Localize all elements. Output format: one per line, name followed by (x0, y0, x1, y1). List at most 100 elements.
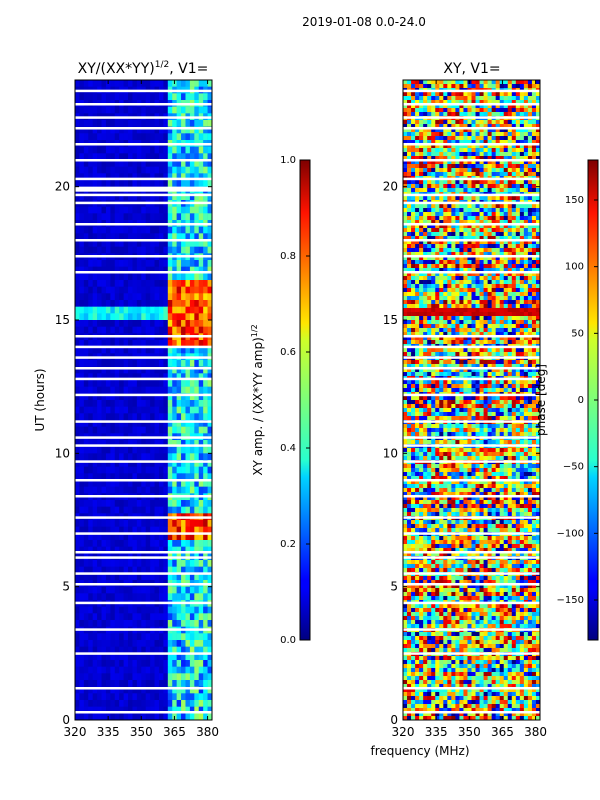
left-heatmap-cell (114, 286, 120, 294)
left-heatmap-cell (154, 453, 160, 461)
left-heatmap-cell (198, 213, 204, 221)
right-heatmap-cell (487, 224, 492, 229)
left-heatmap-cell (176, 486, 182, 494)
right-heatmap-cell (471, 284, 476, 289)
left-heatmap-cell (88, 506, 93, 514)
right-heatmap-cell (507, 272, 513, 277)
right-heatmap-cell (439, 220, 444, 225)
right-heatmap-cell (447, 252, 452, 257)
left-heatmap-cell (132, 280, 138, 287)
right-heatmap-cell (527, 272, 533, 277)
left-heatmap-cell (163, 193, 169, 201)
left-heatmap-cell (163, 500, 169, 507)
left-heatmap-cell (75, 586, 80, 594)
right-heatmap-cell (439, 196, 444, 201)
right-heatmap-cell (495, 180, 501, 185)
left-heatmap-cell (83, 446, 89, 454)
left-heatmap-cell (83, 246, 89, 254)
right-heatmap-cell (507, 264, 513, 269)
right-heatmap-cell (523, 232, 529, 237)
left-heatmap-cell (158, 660, 164, 667)
left-heatmap-cell (194, 266, 200, 274)
right-heatmap-cell (535, 168, 540, 173)
left-heatmap-cell (189, 266, 195, 274)
right-heatmap-cell (407, 148, 412, 153)
right-heatmap-cell (487, 264, 492, 269)
left-heatmap-cell (203, 280, 208, 287)
left-heatmap-cell (167, 680, 173, 687)
right-heatmap-cell (439, 260, 444, 265)
right-heatmap-cell (475, 260, 480, 265)
left-heatmap-cell (75, 653, 80, 661)
left-heatmap-cell (75, 400, 80, 407)
left-heatmap-cell (97, 700, 102, 707)
left-heatmap-cell (136, 280, 142, 287)
right-heatmap-cell (443, 128, 448, 133)
right-heatmap-cell (435, 208, 440, 213)
right-heatmap-cell (491, 124, 496, 129)
left-heatmap-cell (158, 280, 164, 287)
left-heatmap-cell (185, 266, 191, 274)
right-heatmap-cell (503, 136, 509, 141)
left-heatmap-cell (83, 460, 89, 467)
right-heatmap-cell (471, 228, 476, 233)
left-heatmap-cell (75, 693, 80, 701)
left-heatmap-cell (176, 686, 182, 694)
left-heatmap-cell (167, 413, 173, 421)
left-heatmap-cell (110, 566, 116, 574)
left-heatmap-cell (189, 693, 195, 701)
left-heatmap-cell (150, 686, 155, 694)
left-heatmap-cell (75, 206, 80, 214)
right-heatmap-cell (499, 120, 505, 125)
left-heatmap-cell (119, 206, 124, 214)
left-heatmap-cell (198, 573, 204, 581)
right-heatmap-cell (471, 80, 476, 85)
left-heatmap-cell (114, 520, 120, 527)
right-heatmap-cell (407, 244, 412, 249)
left-heatmap-cell (172, 406, 177, 414)
left-heatmap-cell (110, 520, 116, 527)
left-heatmap-cell (189, 326, 195, 334)
right-heatmap-cell (423, 84, 428, 89)
left-heatmap-cell (176, 473, 182, 481)
right-heatmap-cell (495, 172, 501, 177)
left-heatmap-cell (176, 466, 182, 474)
right-heatmap-cell (451, 260, 456, 265)
left-heatmap-cell (203, 693, 208, 701)
left-heatmap-cell (185, 406, 191, 414)
left-heatmap-cell (119, 633, 124, 641)
left-heatmap-cell (92, 80, 98, 87)
right-heatmap-cell (447, 128, 452, 133)
left-heatmap-cell (163, 106, 169, 114)
left-heatmap-cell (154, 246, 160, 254)
left-heatmap-cell (158, 206, 164, 214)
right-heatmap-cell (527, 120, 533, 125)
right-heatmap-cell (471, 252, 476, 257)
left-heatmap-cell (189, 653, 195, 661)
left-heatmap-cell (198, 406, 204, 414)
right-heatmap-cell (487, 136, 492, 141)
left-heatmap-cell (198, 560, 204, 567)
left-heatmap-cell (189, 473, 195, 481)
right-heatmap-cell (463, 208, 468, 213)
left-heatmap-cell (101, 386, 107, 394)
left-heatmap-cell (101, 106, 107, 114)
left-heatmap-cell (145, 260, 151, 267)
right-heatmap-cell (423, 308, 428, 313)
left-heatmap-cell (198, 360, 204, 367)
right-heatmap-cell (423, 252, 428, 257)
left-heatmap-cell (123, 166, 129, 174)
left-heatmap-cell (92, 373, 98, 381)
left-heatmap-cell (136, 673, 142, 681)
left-heatmap-cell (176, 280, 182, 287)
right-heatmap-cell (491, 268, 496, 273)
left-heatmap-cell (128, 80, 133, 87)
right-heatmap-cell (515, 136, 521, 141)
left-heatmap-cell (97, 340, 102, 347)
left-heatmap-cell (110, 280, 116, 287)
right-heatmap-cell (427, 240, 432, 245)
right-heatmap-cell (535, 156, 540, 161)
left-heatmap-cell (105, 386, 111, 394)
right-heatmap-cell (535, 212, 540, 217)
right-heatmap-cell (499, 152, 505, 157)
